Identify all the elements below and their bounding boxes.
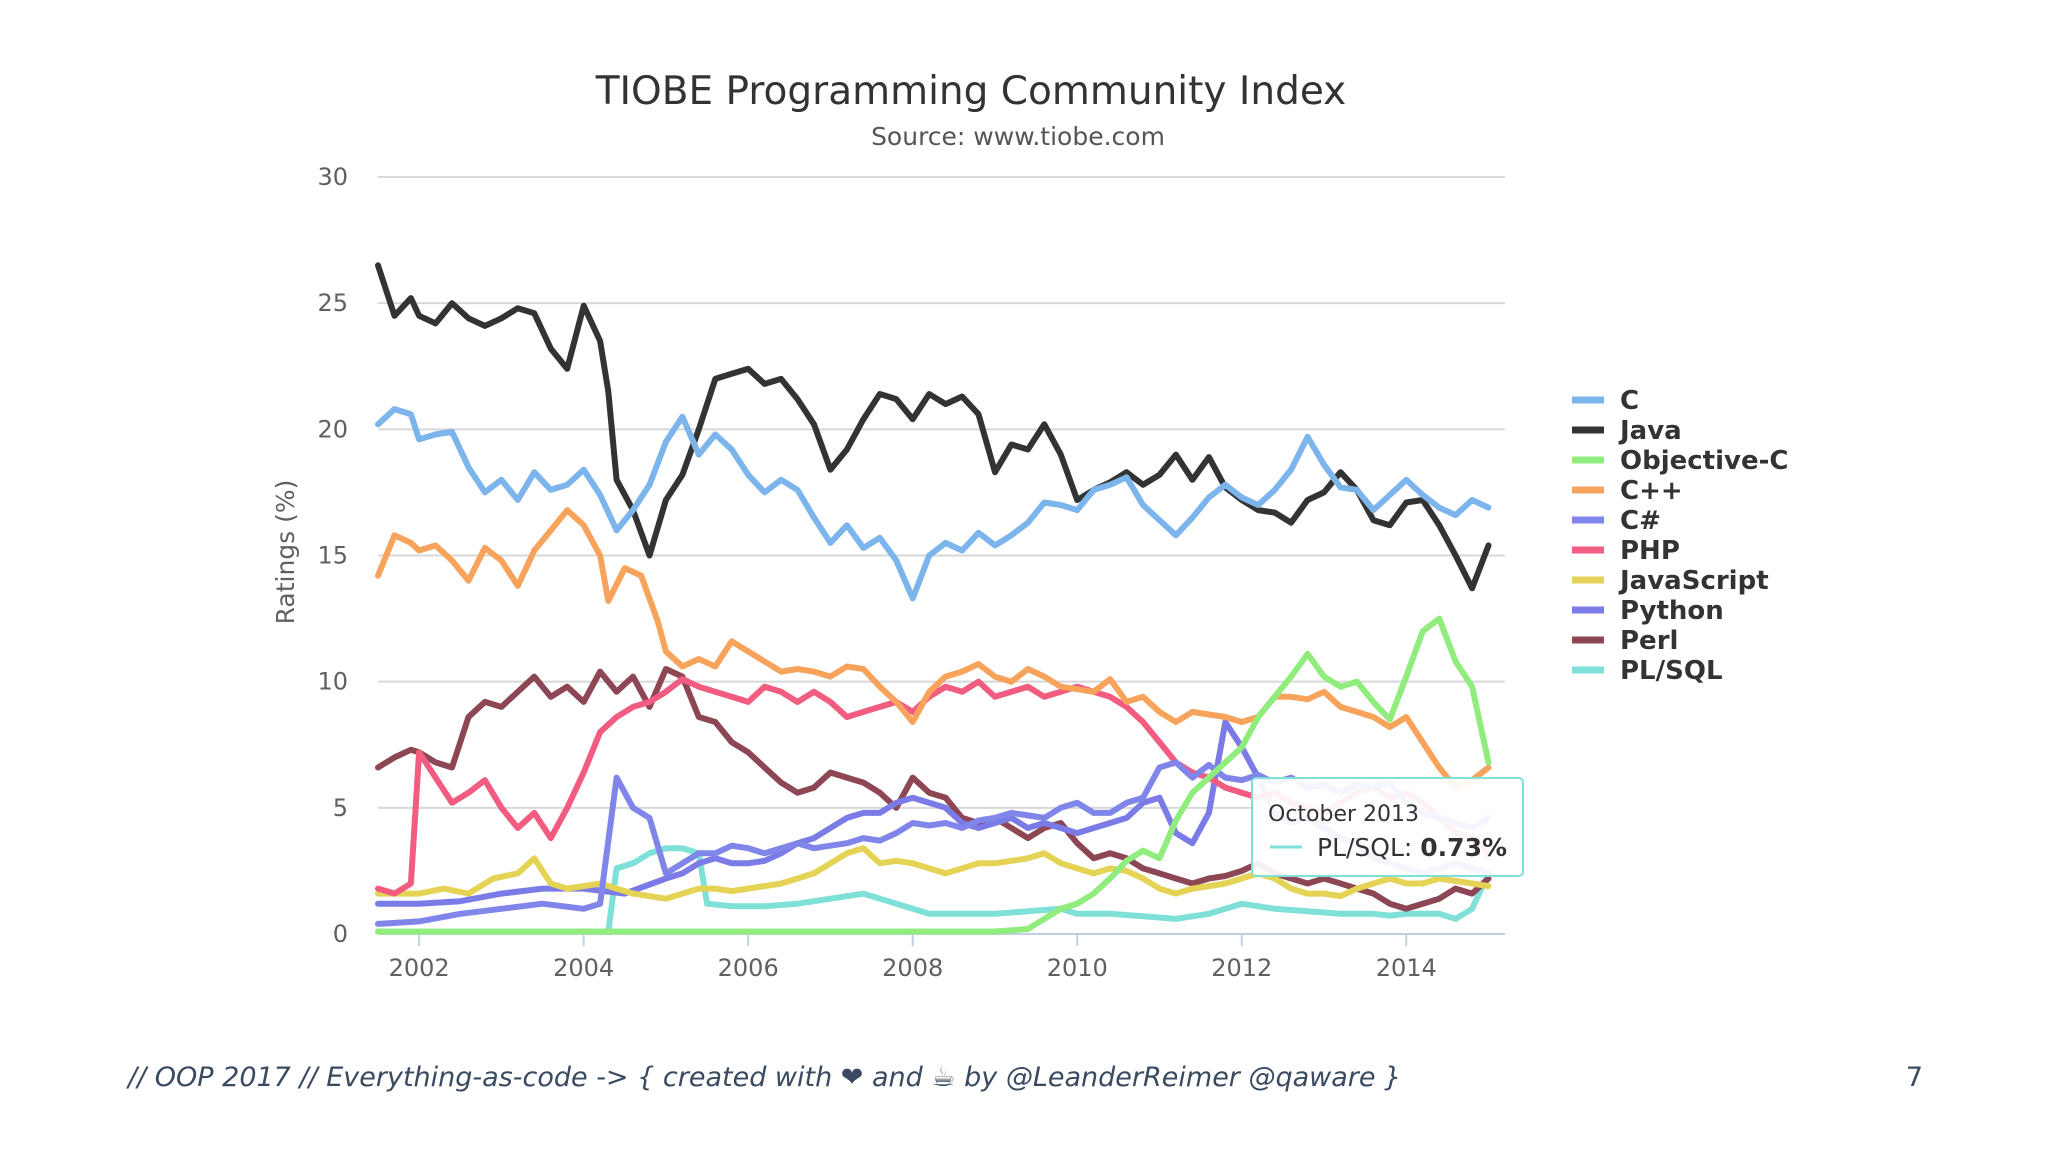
legend-item-perl[interactable]: Perl (1620, 626, 1678, 656)
tooltip-series-label: PL/SQL (1317, 833, 1404, 862)
y-axis-title: Ratings (%) (271, 480, 300, 625)
legend-item-c[interactable]: C++ (1620, 476, 1683, 506)
chart-subtitle: Source: www.tiobe.com (871, 122, 1165, 151)
x-tick-label: 2010 (1047, 954, 1108, 982)
series-line-c[interactable] (375, 406, 1492, 602)
x-tick-label: 2002 (389, 954, 450, 982)
y-tick-label: 25 (317, 289, 348, 317)
y-axis-ticks: 0 5 10 15 20 25 30 (317, 163, 348, 948)
tooltip-value: 0.73% (1420, 833, 1507, 862)
tooltip-series-name: PL/SQL: 0.73% (1317, 833, 1507, 862)
footer-credit: // OOP 2017 // Everything-as-code -> { c… (128, 1062, 1402, 1093)
x-tick-label: 2014 (1376, 954, 1437, 982)
y-tick-label: 20 (317, 415, 348, 443)
x-tick-label: 2004 (553, 954, 614, 982)
x-tick-label: 2008 (882, 954, 943, 982)
y-tick-label: 10 (317, 668, 348, 696)
legend-item-python[interactable]: Python (1620, 596, 1724, 626)
legend-item-pl-sql[interactable]: PL/SQL (1620, 656, 1723, 686)
y-tick-label: 30 (317, 163, 348, 191)
legend-item-c[interactable]: C (1620, 386, 1639, 416)
tooltip-box (1251, 777, 1524, 877)
series-line-perl[interactable] (375, 666, 1492, 912)
x-axis-ticks: 2002 2004 2006 2008 2010 2012 2014 (389, 934, 1437, 982)
legend-item-javascript[interactable]: JavaScript (1618, 566, 1769, 596)
x-tick-label: 2012 (1211, 954, 1272, 982)
legend: CJavaObjective-CC++C#PHPJavaScriptPython… (1572, 386, 1788, 686)
tooltip: October 2013 PL/SQL: 0.73% (1251, 777, 1524, 877)
tooltip-colon: : (1404, 833, 1420, 862)
series-line-javascript[interactable] (375, 845, 1492, 902)
series-line-c[interactable] (375, 507, 1492, 791)
series-line-pl-sql[interactable] (375, 845, 1492, 935)
y-tick-label: 5 (333, 794, 348, 822)
legend-item-java[interactable]: Java (1618, 416, 1682, 446)
tooltip-date: October 2013 (1268, 802, 1419, 827)
x-tick-label: 2006 (718, 954, 779, 982)
chart-title: TIOBE Programming Community Index (595, 69, 1347, 114)
legend-item-php[interactable]: PHP (1620, 536, 1680, 566)
series-line-java[interactable] (375, 262, 1492, 592)
y-tick-label: 0 (333, 920, 348, 948)
series-lines (375, 262, 1492, 935)
series-line-objective-c[interactable] (375, 615, 1492, 935)
legend-item-c[interactable]: C# (1620, 506, 1661, 536)
page-number: 7 (1905, 1062, 1923, 1093)
legend-item-objective-c[interactable]: Objective-C (1620, 446, 1788, 476)
y-tick-label: 15 (317, 542, 348, 570)
